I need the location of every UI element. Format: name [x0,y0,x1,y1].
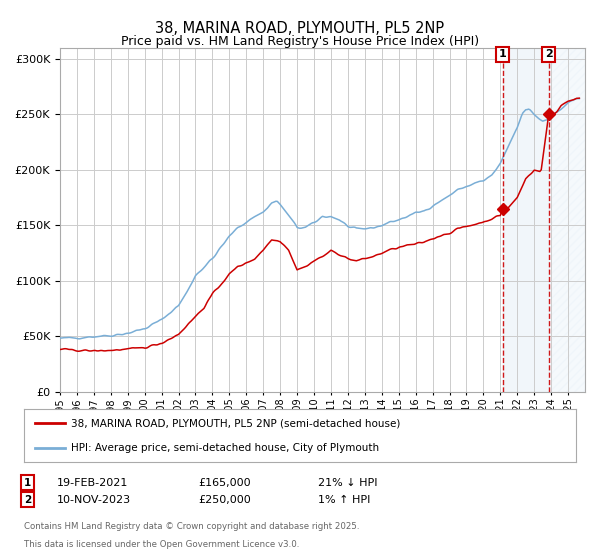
Line: HPI: Average price, semi-detached house, City of Plymouth: HPI: Average price, semi-detached house,… [60,99,580,339]
Text: £165,000: £165,000 [198,478,251,488]
38, MARINA ROAD, PLYMOUTH, PL5 2NP (semi-detached house) [284,245,291,252]
Text: 1% ↑ HPI: 1% ↑ HPI [318,494,370,505]
Text: 1: 1 [499,49,506,59]
38, MARINA ROAD, PLYMOUTH, PL5 2NP (semi-detached house) [502,207,509,214]
38, MARINA ROAD, PLYMOUTH, PL5 2NP (semi-detached house) [82,347,89,353]
HPI: Average price, semi-detached house, City of Plymouth: (2.01e+03, 1.46e+05): Average price, semi-detached house, City… [232,227,239,234]
HPI: Average price, semi-detached house, City of Plymouth: (2.02e+03, 2.17e+05): Average price, semi-detached house, City… [502,148,509,155]
HPI: Average price, semi-detached house, City of Plymouth: (2.01e+03, 1.61e+05): Average price, semi-detached house, City… [284,210,291,217]
38, MARINA ROAD, PLYMOUTH, PL5 2NP (semi-detached house) [75,348,82,354]
38, MARINA ROAD, PLYMOUTH, PL5 2NP (semi-detached house) [576,95,583,101]
HPI: Average price, semi-detached house, City of Plymouth: (2e+03, 4.84e+04): Average price, semi-detached house, City… [56,335,64,342]
Bar [549,48,585,392]
Text: 19-FEB-2021: 19-FEB-2021 [57,478,128,488]
38, MARINA ROAD, PLYMOUTH, PL5 2NP (semi-detached house) [323,250,331,257]
Text: 10-NOV-2023: 10-NOV-2023 [57,494,131,505]
Line: 38, MARINA ROAD, PLYMOUTH, PL5 2NP (semi-detached house): 38, MARINA ROAD, PLYMOUTH, PL5 2NP (semi… [60,98,580,351]
HPI: Average price, semi-detached house, City of Plymouth: (2.03e+03, 2.64e+05): Average price, semi-detached house, City… [576,95,583,102]
38, MARINA ROAD, PLYMOUTH, PL5 2NP (semi-detached house) [56,346,64,353]
Text: 38, MARINA ROAD, PLYMOUTH, PL5 2NP: 38, MARINA ROAD, PLYMOUTH, PL5 2NP [155,21,445,36]
HPI: Average price, semi-detached house, City of Plymouth: (2.01e+03, 1.57e+05): Average price, semi-detached house, City… [323,214,331,221]
38, MARINA ROAD, PLYMOUTH, PL5 2NP (semi-detached house) [68,346,75,353]
Text: Contains HM Land Registry data © Crown copyright and database right 2025.: Contains HM Land Registry data © Crown c… [24,522,359,531]
Text: 1: 1 [24,478,31,488]
Text: 2: 2 [24,494,31,505]
Text: £250,000: £250,000 [198,494,251,505]
Text: This data is licensed under the Open Government Licence v3.0.: This data is licensed under the Open Gov… [24,540,299,549]
HPI: Average price, semi-detached house, City of Plymouth: (2e+03, 4.79e+04): Average price, semi-detached house, City… [76,335,83,342]
Text: HPI: Average price, semi-detached house, City of Plymouth: HPI: Average price, semi-detached house,… [71,442,379,452]
HPI: Average price, semi-detached house, City of Plymouth: (2e+03, 4.89e+04): Average price, semi-detached house, City… [82,334,89,341]
38, MARINA ROAD, PLYMOUTH, PL5 2NP (semi-detached house) [232,265,239,272]
Text: 38, MARINA ROAD, PLYMOUTH, PL5 2NP (semi-detached house): 38, MARINA ROAD, PLYMOUTH, PL5 2NP (semi… [71,418,400,428]
Text: 2: 2 [545,49,553,59]
HPI: Average price, semi-detached house, City of Plymouth: (2e+03, 4.9e+04): Average price, semi-detached house, City… [68,334,75,341]
Text: Price paid vs. HM Land Registry's House Price Index (HPI): Price paid vs. HM Land Registry's House … [121,35,479,48]
Text: 21% ↓ HPI: 21% ↓ HPI [318,478,377,488]
Bar [503,48,549,392]
HPI: Average price, semi-detached house, City of Plymouth: (2.03e+03, 2.64e+05): Average price, semi-detached house, City… [573,95,580,102]
